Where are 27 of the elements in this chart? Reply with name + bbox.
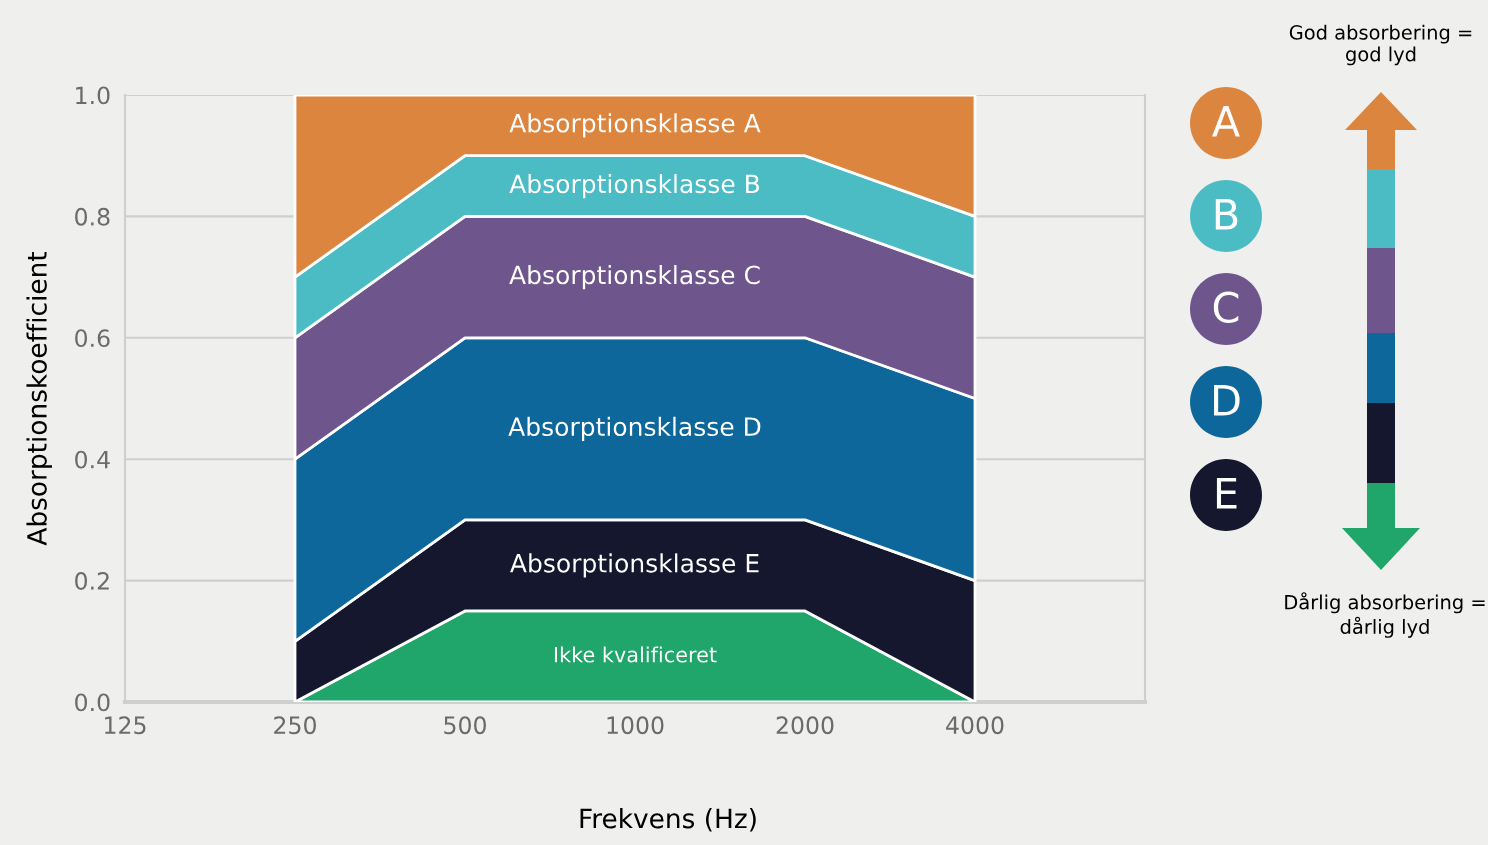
series-label: Absorptionsklasse B [509,173,760,199]
text: B [1215,199,1238,230]
series-label: Ikke kvalificeret [554,646,717,663]
text: C [1213,291,1239,324]
text: E [1216,478,1237,509]
y-axis-title: Absorptionskoefficient [26,251,52,546]
text: Dårlig absorbering = dårlig lyd [1285,592,1485,638]
x-tick-label: 1000 [607,716,664,735]
text: D [1214,385,1240,416]
x-tick-label: 250 [274,716,316,735]
x-tick-label: 125 [105,716,146,735]
text: God absorbering = god lyd [1289,24,1472,66]
y-tick-label: 0.6 [75,329,110,348]
series-label: Absorptionsklasse C [509,265,760,290]
y-tick-label: 0.0 [75,693,110,712]
y-tick-label: 0.8 [75,207,110,226]
series-label: Absorptionsklasse A [509,113,761,138]
x-axis-title: Frekvens (Hz) [580,808,756,832]
series-label: Absorptionsklasse D [508,416,761,441]
x-tick-label: 4000 [946,716,1004,735]
x-tick-label: 2000 [776,716,834,735]
text: A [1212,106,1240,137]
series-label: Absorptionsklasse E [510,553,759,578]
y-tick-label: 0.2 [75,572,109,590]
y-tick-label: 1.0 [76,86,110,105]
y-tick-label: 0.4 [75,450,110,469]
x-tick-label: 500 [444,716,486,735]
